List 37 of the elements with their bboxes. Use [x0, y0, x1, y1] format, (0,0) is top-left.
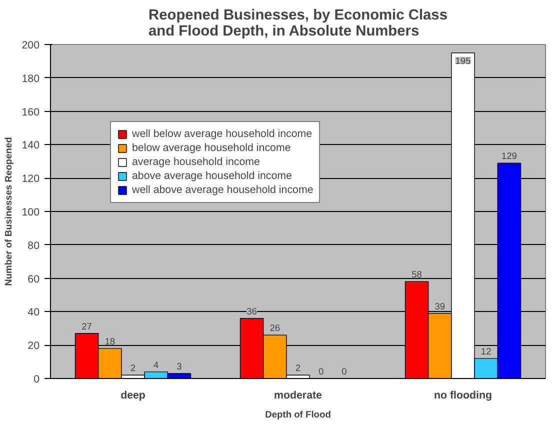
y-tick-label: 100	[22, 206, 40, 218]
legend-label: above average household income	[132, 170, 292, 182]
data-label: 36	[246, 306, 258, 316]
y-tick-label: 140	[22, 140, 40, 152]
data-label: 2	[130, 363, 136, 374]
x-axis-title: Depth of Flood	[265, 410, 332, 420]
data-label: 39	[434, 301, 446, 312]
data-label: 0	[342, 366, 347, 376]
data-label: 2	[295, 363, 301, 374]
data-label: 129	[501, 151, 517, 162]
y-tick-label: 180	[22, 72, 40, 85]
x-tick-label: deep	[120, 390, 146, 402]
legend-label: well above average household income	[132, 184, 314, 196]
data-label: 12	[480, 346, 492, 356]
y-tick-label: 160	[22, 106, 40, 118]
data-label: 0	[318, 366, 324, 376]
legend-label: average household income	[132, 156, 260, 168]
y-tick-label: 40	[28, 306, 40, 319]
data-label: 4	[154, 360, 159, 370]
chart-title: Reopened Businesses, by Economic Class and Flood Depth, in Absolute Numbers	[148, 8, 448, 40]
y-tick-label: 0	[34, 374, 40, 386]
data-label: 195	[455, 56, 471, 66]
x-tick-label: no flooding	[434, 390, 492, 402]
x-tick-label: moderate	[274, 390, 322, 402]
data-label: 3	[176, 361, 182, 372]
data-label: 58	[412, 270, 422, 280]
data-label: 26	[270, 323, 280, 334]
y-tick-label: 80	[28, 240, 40, 252]
legend-label: below average household income	[132, 142, 291, 154]
legend-label: well below average household income	[132, 128, 312, 140]
data-label: 27	[82, 321, 92, 332]
y-tick-label: 200	[22, 40, 40, 52]
y-tick-label: 20	[28, 340, 40, 352]
y-tick-label: 120	[22, 173, 40, 186]
y-axis-title: Number of Businesses Reopened	[4, 136, 14, 286]
data-label: 18	[104, 336, 116, 346]
y-tick-label: 60	[28, 273, 40, 286]
